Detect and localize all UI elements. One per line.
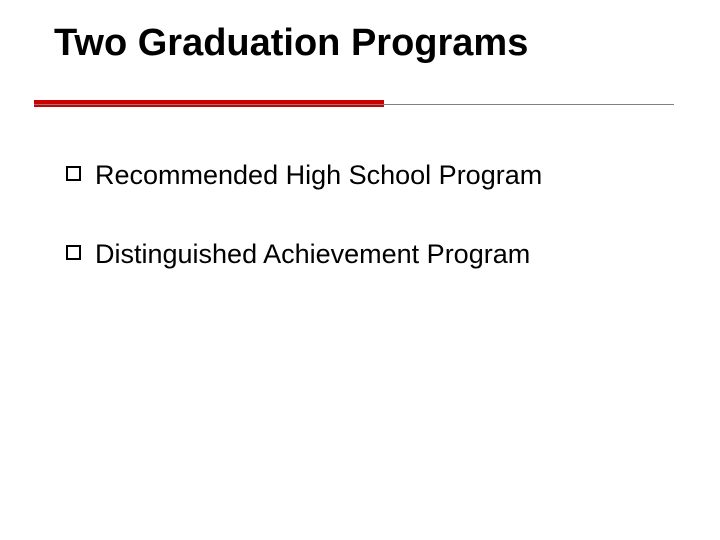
slide-title: Two Graduation Programs	[54, 22, 680, 65]
square-bullet-icon	[66, 245, 81, 260]
list-item: Recommended High School Program	[66, 160, 680, 191]
divider-thin	[34, 104, 674, 105]
square-bullet-icon	[66, 166, 81, 181]
bullet-text: Recommended High School Program	[95, 160, 680, 191]
bullet-text: Distinguished Achievement Program	[95, 239, 680, 270]
list-item: Distinguished Achievement Program	[66, 239, 680, 270]
bullet-list: Recommended High School Program Distingu…	[66, 160, 680, 318]
slide: Two Graduation Programs Recommended High…	[0, 0, 720, 540]
